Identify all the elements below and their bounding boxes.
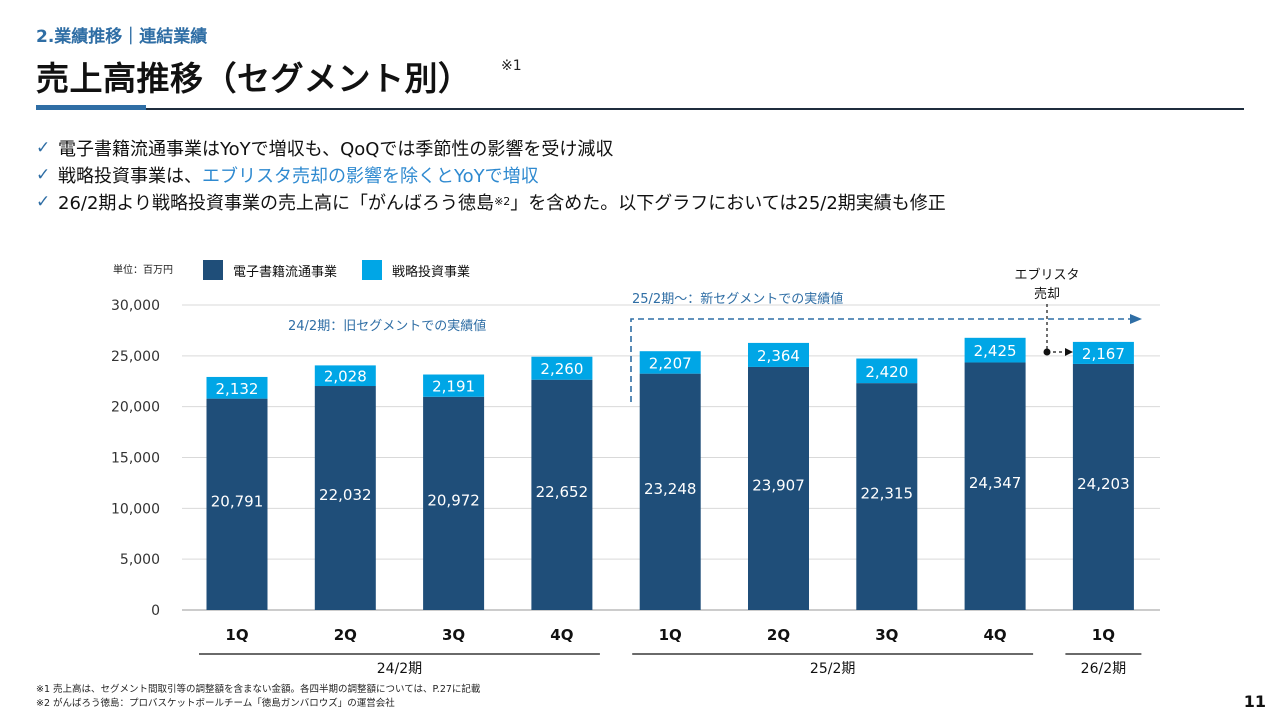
bar-ebook xyxy=(206,398,268,610)
value-label-ebook: 20,972 xyxy=(427,491,480,509)
bar-strategic xyxy=(1072,341,1134,364)
bar-strategic xyxy=(748,342,809,367)
bar-ebook xyxy=(314,386,376,610)
new-segment-arrowhead xyxy=(1130,314,1142,324)
y-tick-label: 0 xyxy=(151,603,160,619)
bullet-item: ✓ 戦略投資事業は、 エブリスタ売却の影響を除くとYoYで増収 xyxy=(36,161,946,188)
bullet-text-end: 」を含めた。以下グラフにおいては25/2期実績も修正 xyxy=(510,192,946,214)
bar-strategic xyxy=(964,337,1026,363)
y-tick-label: 30,000 xyxy=(111,298,160,314)
bullet-item: ✓ 電子書籍流通事業はYoYで増収も、QoQでは季節性の影響を受け減収 xyxy=(36,134,946,161)
bullet-list: ✓ 電子書籍流通事業はYoYで増収も、QoQでは季節性の影響を受け減収 ✓ 戦略… xyxy=(36,134,946,215)
old-segment-note: 24/2期：旧セグメントでの実績値 xyxy=(288,318,486,334)
value-label-strategic: 2,207 xyxy=(649,354,692,372)
legend-label: 戦略投資事業 xyxy=(392,264,471,280)
bar-strategic xyxy=(639,351,701,374)
value-label-ebook: 23,907 xyxy=(752,476,805,494)
x-tick-label: 4Q xyxy=(550,626,573,644)
bar-ebook xyxy=(531,379,593,610)
sale-note-line1: エブリスタ xyxy=(1014,267,1079,283)
bar-ebook xyxy=(964,362,1026,610)
value-label-strategic: 2,260 xyxy=(540,360,583,378)
period-label: 25/2期 xyxy=(810,661,855,677)
bar-ebook xyxy=(423,396,485,610)
bar-strategic xyxy=(206,376,268,399)
title-rule xyxy=(146,108,1244,110)
section-label: 2.業績推移｜連結業績 xyxy=(36,27,208,47)
check-icon: ✓ xyxy=(36,164,51,185)
check-icon: ✓ xyxy=(36,191,51,212)
legend-swatch-strategic xyxy=(362,260,382,280)
bar-strategic xyxy=(314,365,376,387)
title-accent-rule xyxy=(36,105,146,110)
title-footnote-mark: ※1 xyxy=(501,58,522,74)
x-tick-label: 1Q xyxy=(659,626,682,644)
x-tick-label: 3Q xyxy=(875,626,898,644)
y-tick-label: 5,000 xyxy=(120,552,160,568)
bar-strategic xyxy=(423,374,485,397)
legend-item-strategic: 戦略投資事業 xyxy=(362,260,470,280)
bullet-text: 戦略投資事業は、 xyxy=(58,165,202,187)
new-segment-arrow-line xyxy=(630,318,1130,402)
value-label-ebook: 24,203 xyxy=(1077,475,1130,493)
bar-strategic xyxy=(531,356,593,380)
value-label-strategic: 2,420 xyxy=(865,363,908,381)
value-label-strategic: 2,425 xyxy=(974,342,1017,360)
legend-label: 電子書籍流通事業 xyxy=(233,264,338,280)
sale-note-line2: 売却 xyxy=(1034,286,1060,302)
bullet-item: ✓ 26/2期より戦略投資事業の売上高に「がんばろう徳島 ※2 」を含めた。以下グラ… xyxy=(36,188,946,215)
y-tick-label: 15,000 xyxy=(111,451,160,467)
sale-pointer-arrowhead xyxy=(1065,348,1073,356)
period-label: 24/2期 xyxy=(377,661,422,677)
value-label-ebook: 22,315 xyxy=(861,485,914,503)
bar-ebook xyxy=(748,366,809,610)
footnote-2: ※2 がんばろう徳島：プロバスケットボールチーム「徳島ガンバロウズ」の運営会社 xyxy=(36,698,395,709)
value-label-strategic: 2,191 xyxy=(432,378,475,396)
bar-ebook xyxy=(856,383,918,610)
bullet-text: 電子書籍流通事業はYoYで増収も、QoQでは季節性の影響を受け減収 xyxy=(58,138,614,160)
y-tick-label: 10,000 xyxy=(111,501,160,517)
value-label-ebook: 23,248 xyxy=(644,480,697,498)
bar-ebook xyxy=(1072,363,1134,610)
new-segment-note: 25/2期～：新セグメントでの実績値 xyxy=(632,291,843,307)
unit-label: 単位：百万円 xyxy=(113,265,173,276)
y-tick-label: 25,000 xyxy=(111,349,160,365)
x-tick-label: 1Q xyxy=(225,626,248,644)
page-title: 売上高推移（セグメント別） xyxy=(36,59,472,98)
y-tick-label: 20,000 xyxy=(111,400,160,416)
legend-item-ebook: 電子書籍流通事業 xyxy=(203,260,337,280)
x-tick-label: 2Q xyxy=(334,626,357,644)
x-tick-label: 1Q xyxy=(1092,626,1115,644)
x-tick-label: 2Q xyxy=(767,626,790,644)
bar-ebook xyxy=(639,373,701,610)
value-label-strategic: 2,364 xyxy=(757,347,800,365)
value-label-strategic: 2,167 xyxy=(1082,345,1125,363)
value-label-strategic: 2,132 xyxy=(216,380,259,398)
value-label-ebook: 22,032 xyxy=(319,486,372,504)
bullet-text: 26/2期より戦略投資事業の売上高に「がんばろう徳島 xyxy=(58,192,495,214)
x-tick-label: 4Q xyxy=(983,626,1006,644)
footnote-ref: ※2 xyxy=(494,195,511,208)
bullet-highlight: エブリスタ売却の影響を除くとYoYで増収 xyxy=(202,165,539,187)
footnote-1: ※1 売上高は、セグメント間取引等の調整額を含まない金額。各四半期の調整額につい… xyxy=(36,684,481,695)
bar-strategic xyxy=(856,358,918,384)
value-label-ebook: 20,791 xyxy=(211,492,264,510)
x-tick-label: 3Q xyxy=(442,626,465,644)
footnotes: ※1 売上高は、セグメント間取引等の調整額を含まない金額。各四半期の調整額につい… xyxy=(36,683,480,711)
period-label: 26/2期 xyxy=(1081,661,1126,677)
value-label-ebook: 24,347 xyxy=(969,474,1022,492)
legend-swatch-ebook xyxy=(203,260,223,280)
page-number: 11 xyxy=(1243,692,1266,711)
check-icon: ✓ xyxy=(36,137,51,158)
value-label-strategic: 2,028 xyxy=(324,368,367,386)
value-label-ebook: 22,652 xyxy=(536,483,589,501)
